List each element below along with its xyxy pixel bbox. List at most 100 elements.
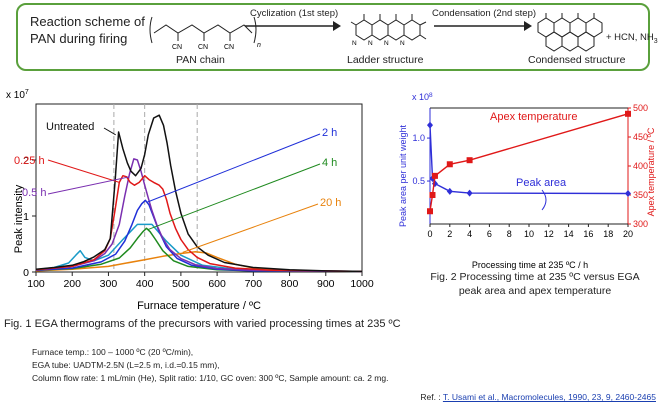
x-tick-label: 500 [172,278,190,290]
byproducts-subscript: 3 [653,37,658,45]
svg-text:N: N [400,40,405,47]
y2-tick-label: 400 [633,161,648,171]
peak-area-pointer [541,189,547,211]
annotation-pointer-line [182,203,319,253]
annotation-pointer-line [148,163,321,230]
ega-thermogram-chart: x 107 Peak intensity Furnace temperature… [6,89,374,312]
y-tick-label: 2 [23,155,29,167]
x-tick-label: 200 [63,278,81,290]
condensation-arrow [434,21,532,31]
data-point-diamond [446,187,453,195]
series-line-4-h [35,227,363,273]
series-annotation-label: 4 h [322,157,337,169]
series-annotation-label: 0.25 h [14,155,45,167]
x-tick-label: 16 [583,229,593,239]
svg-text:N: N [384,40,389,47]
x-tick-label: 10 [524,229,534,239]
pan-chain-label: PAN chain [176,54,225,66]
data-point-diamond [466,189,473,197]
data-point-square [446,161,453,168]
fig2-caption-line1: Fig. 2 Processing time at 235 ºC versus … [430,271,640,283]
byproducts-text: + HCN, NH [606,32,654,43]
plot-frame [35,103,363,273]
repeat-n-label: n [257,42,261,49]
y-axis-multiplier: x 107 [6,89,29,101]
series-annotation-label: Untreated [46,121,94,133]
cn-group-label: CN [224,44,234,51]
x-tick-label: 2 [447,229,452,239]
y-tick-label: 0 [23,267,29,279]
annotation-pointer-line [47,159,120,183]
x-tick-label: 900 [317,278,335,290]
reference-prefix: Ref. : [420,392,441,402]
x-tick-label: 800 [281,278,299,290]
x-tick-label: 300 [100,278,118,290]
scheme-title-line2: PAN during firing [30,31,128,46]
reference: Ref. : T. Usami et al., Macromolecules, … [420,392,656,402]
series-line-untreated [35,114,363,273]
y-axis-label: Peak area per unit weight [398,124,408,227]
reaction-scheme-box: Reaction scheme of PAN during firing CN … [16,3,658,71]
condition-ega-tube: EGA tube: UADTM-2.5N (L=2.5 m, i.d.=0.15… [32,360,220,370]
data-point-square [431,172,438,179]
data-point-square [429,192,436,198]
series-line-unlabeled [35,223,363,273]
series-line-apex-temperature [429,113,629,212]
y2-tick-label: 350 [633,190,648,200]
condensed-structure-label: Condensed structure [528,54,626,66]
y-tick-label: 1.0 [412,133,425,143]
x-tick-label: 0 [427,229,432,239]
data-point-square [625,110,631,117]
condition-column: Column flow rate: 1 mL/min (He), Split r… [32,373,389,383]
scheme-title: Reaction scheme of PAN during firing [30,13,150,47]
fig1-caption: Fig. 1 EGA thermograms of the precursors… [4,318,401,330]
x-tick-label: 600 [208,278,226,290]
series-annotation-label: 0.5 h [22,187,46,199]
pan-chain-structure: CN CN CN n [149,16,261,51]
data-point-diamond [427,121,433,129]
y2-tick-label: 450 [633,132,648,142]
annotation-pointer-line [103,127,116,136]
x-tick-label: 8 [507,229,512,239]
x-tick-label: 14 [564,229,574,239]
scheme-title-line1: Reaction scheme of [30,14,145,29]
x-tick-label: 1000 [350,278,374,290]
peak-area-label: Peak area [516,177,567,189]
svg-text:N: N [352,40,357,47]
data-point-square [466,157,473,164]
y2-tick-label: 300 [633,219,648,229]
series-line-2-h [35,199,363,273]
fig2-caption: Fig. 2 Processing time at 235 ºC versus … [405,270,664,298]
byproducts-label: + HCN, NH3 [606,32,658,45]
x-tick-label: 100 [27,278,45,290]
fig2-caption-line2: peak area and apex temperature [458,285,612,297]
cyclization-step-label: Cyclization (1st step) [250,8,339,19]
cn-group-label: CN [198,44,208,51]
x-tick-label: 6 [487,229,492,239]
svg-text:N: N [368,40,373,47]
y2-axis-label: Apex temperature / ºC [646,127,656,216]
y2-tick-label: 500 [633,103,648,113]
peak-area-apex-chart: x 108 Peak area per unit weight Apex tem… [398,92,656,270]
annotation-pointer-line [47,176,130,195]
y-axis-label: Peak intensity [13,184,25,253]
cn-group-label: CN [172,44,182,51]
x-tick-label: 400 [136,278,154,290]
series-annotation-label: 2 h [322,127,337,139]
x-axis-label: Processing time at 235 ºC / h [472,260,588,270]
y-tick-label: 1 [23,211,29,223]
x-tick-label: 4 [467,229,472,239]
condensation-step-label: Condensation (2nd step) [432,8,537,19]
series-annotation-label: 20 h [320,197,341,209]
condition-furnace: Furnace temp.: 100 – 1000 ºC (20 ºC/min)… [32,347,194,357]
series-line-0.5-h [35,158,363,273]
x-tick-label: 12 [544,229,554,239]
reference-link[interactable]: T. Usami et al., Macromolecules, 1990, 2… [442,392,656,402]
series-line-peak-area [429,125,629,195]
x-axis-label: Furnace temperature / ºC [137,300,261,312]
ladder-structure-label: Ladder structure [347,54,424,66]
apex-temperature-label: Apex temperature [490,111,577,123]
y-axis-multiplier: x 108 [412,92,433,102]
data-point-diamond [625,189,631,197]
